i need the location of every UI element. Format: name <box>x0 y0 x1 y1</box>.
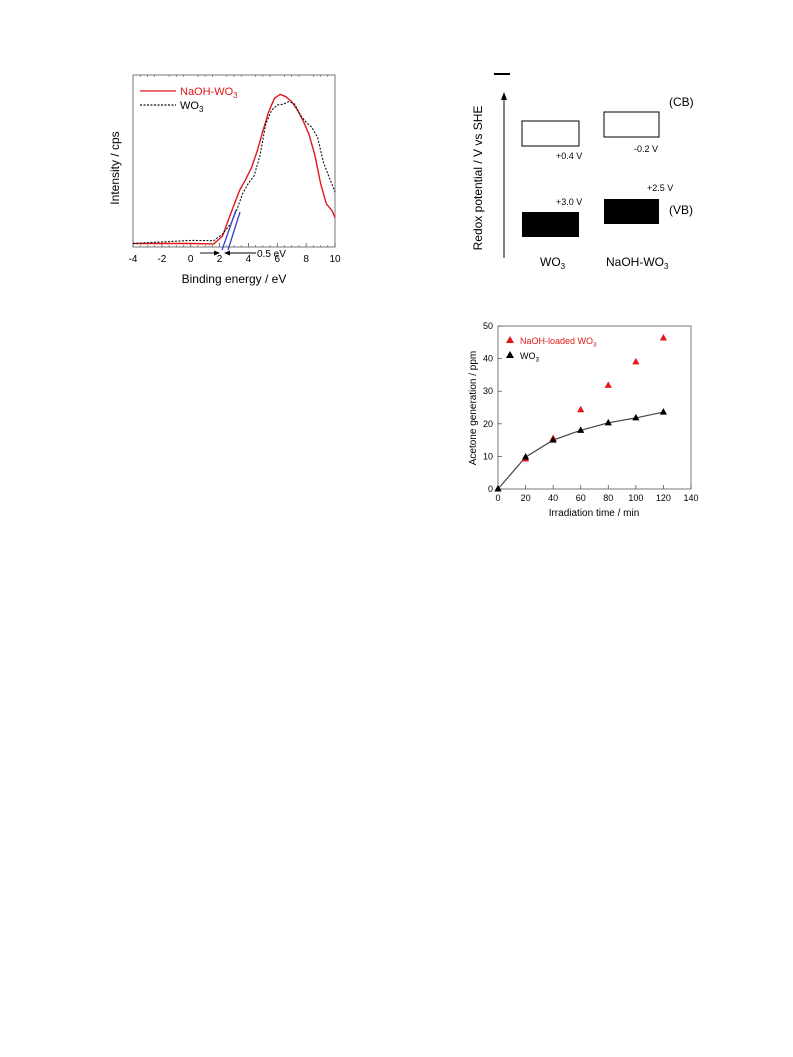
acetone-x-tick-label: 120 <box>656 493 671 503</box>
xps-x-tick-label: 4 <box>246 254 252 265</box>
acetone-generation-chart: 0 20 40 60 80 100 120 140 0 10 20 30 40 50 NaOH-loade… <box>468 321 699 519</box>
acetone-point-wo3 <box>577 426 585 433</box>
acetone-plot-frame <box>497 325 692 490</box>
acetone-point-naoh <box>659 334 668 341</box>
acetone-y-tick-label: 0 <box>488 484 493 494</box>
xps-tangent-lines <box>221 209 241 251</box>
xps-y-axis-label: Intensity / cps <box>108 131 122 204</box>
material-label-naoh: NaOH-WO3 <box>606 255 669 271</box>
acetone-legend: NaOH-loaded WO3 WO3 <box>506 336 597 364</box>
acetone-x-tick-label: 100 <box>628 493 643 503</box>
shift-annotation: 0.5 eV <box>257 249 286 260</box>
acetone-point-naoh <box>632 357 640 365</box>
wo3-vb-value: +3.0 V <box>556 197 582 207</box>
xps-x-tick-label: 0 <box>188 254 194 265</box>
acetone-x-tick-label: 80 <box>603 493 613 503</box>
legend-marker-naoh <box>506 336 514 343</box>
cb-label: (CB) <box>669 95 694 109</box>
legend-label-naoh: NaOH-WO3 <box>180 86 238 100</box>
tangent-line-wo3 <box>227 211 241 251</box>
acetone-x-tick-label: 20 <box>521 493 531 503</box>
acetone-point-naoh <box>577 405 585 413</box>
xps-line-naoh-wo3 <box>133 93 336 245</box>
wo3-cb-box <box>521 120 580 147</box>
legend-label-wo3-acetone: WO3 <box>520 351 540 364</box>
xps-x-tick-label: -4 <box>129 254 138 265</box>
xps-x-tick-label: 2 <box>217 254 223 265</box>
acetone-y-tick-label: 30 <box>483 386 493 396</box>
vb-label: (VB) <box>669 203 693 217</box>
acetone-x-tick-label: 0 <box>495 493 500 503</box>
xps-x-tick-label: -2 <box>157 254 166 265</box>
xps-spectrum-chart: -4 -2 0 2 4 6 8 10 0.5 eV NaOH-WO3 WO3 Binding … <box>108 74 341 286</box>
acetone-point-wo3 <box>549 436 557 443</box>
acetone-y-tick-label: 40 <box>483 354 493 364</box>
acetone-point-wo3 <box>521 453 530 460</box>
wo3-vb-box <box>522 212 579 237</box>
acetone-point-wo3 <box>632 413 640 421</box>
legend-label-naoh-loaded: NaOH-loaded WO3 <box>520 336 597 349</box>
xps-series-lines <box>132 93 336 245</box>
tangent-line-naoh <box>221 209 237 251</box>
acetone-series <box>494 334 668 492</box>
wo3-cb-value: +0.4 V <box>556 151 582 161</box>
arrow-right-head <box>224 250 230 256</box>
xps-legend: NaOH-WO3 WO3 <box>140 86 238 114</box>
naoh-cb-box <box>603 111 660 138</box>
xps-shift-arrows: 0.5 eV <box>200 249 286 260</box>
acetone-point-naoh <box>604 381 612 388</box>
acetone-y-axis-label: Acetone generation / ppm <box>468 351 479 466</box>
xps-x-tick-label: 8 <box>303 254 309 265</box>
acetone-point-wo3 <box>494 485 502 492</box>
naoh-vb-value: +2.5 V <box>647 183 673 193</box>
xps-x-axis-label: Binding energy / eV <box>182 272 287 286</box>
acetone-y-tick-label: 50 <box>483 321 493 331</box>
legend-label-wo3: WO3 <box>180 100 204 114</box>
acetone-x-tick-label: 60 <box>576 493 586 503</box>
legend-marker-wo3 <box>506 351 514 358</box>
acetone-point-wo3 <box>604 418 612 426</box>
acetone-x-tick-label: 40 <box>548 493 558 503</box>
xps-x-tick-label: 10 <box>329 254 341 265</box>
arrow-left-head <box>214 250 220 256</box>
acetone-y-tick-label: 20 <box>483 419 493 429</box>
acetone-fit-line-wo3 <box>497 411 664 490</box>
potential-axis-arrowhead <box>501 92 507 100</box>
material-label-wo3: WO3 <box>540 255 566 271</box>
redox-axis-label: Redox potential / V vs SHE <box>471 106 485 251</box>
acetone-axis-ticks: 0 20 40 60 80 100 120 140 0 10 20 30 40 50 <box>483 321 699 503</box>
acetone-x-tick-label: 140 <box>683 493 698 503</box>
naoh-vb-box <box>604 199 659 224</box>
xps-x-ticks: -4 -2 0 2 4 6 8 10 <box>129 75 341 265</box>
acetone-y-tick-label: 10 <box>483 451 493 461</box>
naoh-cb-value: -0.2 V <box>634 144 658 154</box>
acetone-point-wo3 <box>659 408 668 415</box>
band-diagram: Redox potential / V vs SHE +0.4 V +3.0 V… <box>471 73 694 271</box>
xps-x-tick-label: 6 <box>275 254 281 265</box>
acetone-x-axis-label: Irradiation time / min <box>549 508 640 519</box>
